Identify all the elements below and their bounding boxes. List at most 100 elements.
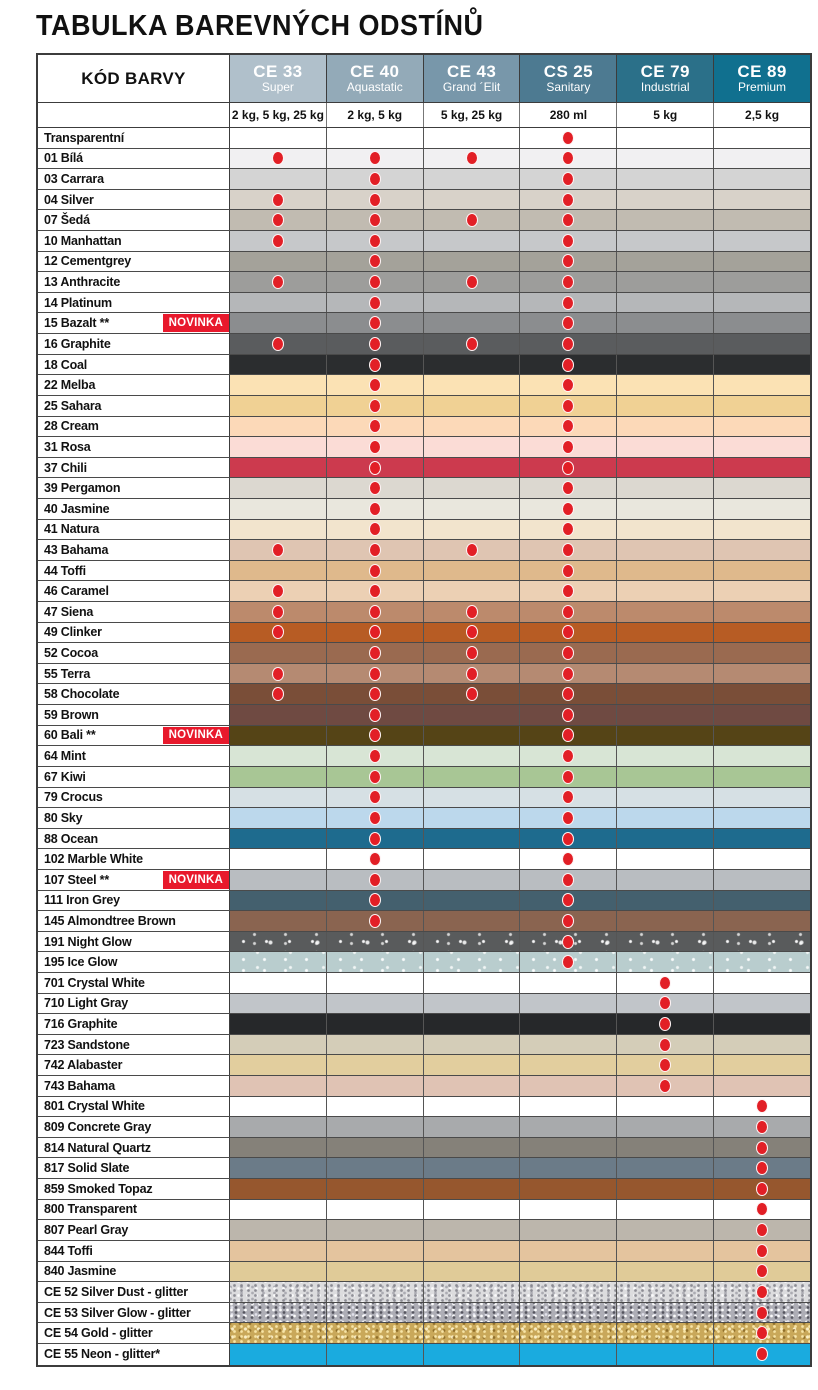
- swatch-cell-ce-40: [326, 1034, 424, 1055]
- swatch-cell-ce-40: [326, 1220, 424, 1240]
- availability-dot: [756, 1223, 769, 1238]
- table-row: 41 Natura: [38, 519, 810, 541]
- table-row: 31 Rosa: [38, 437, 810, 458]
- availability-dot: [562, 831, 575, 846]
- swatch-cell-ce-43: [423, 890, 521, 911]
- availability-dot: [271, 192, 284, 207]
- swatch-cell-ce-79: [617, 478, 715, 498]
- swatch-cell-ce-33: [230, 972, 327, 993]
- swatch-cell-ce-43: [423, 1179, 521, 1199]
- swatch-cell-ce-33: [230, 437, 327, 457]
- swatch-cell-ce-89: [714, 787, 810, 808]
- row-label-cell: 10 Manhattan: [38, 231, 230, 251]
- row-label-cell: 18 Coal: [38, 354, 230, 375]
- swatch-cell-ce-33: [230, 313, 327, 334]
- availability-dot: [368, 254, 381, 269]
- swatch-cell-ce-89: [714, 1302, 810, 1323]
- availability-dot: [465, 151, 478, 166]
- product-code: CE 89: [737, 61, 787, 81]
- swatch-cell-ce-33: [230, 375, 327, 395]
- color-name-label: CE 55 Neon - glitter*: [44, 1347, 160, 1362]
- color-name-label: 111 Iron Grey: [44, 893, 120, 908]
- swatch-cell-ce-89: [714, 1076, 810, 1096]
- table-row: 59 Brown: [38, 705, 810, 726]
- swatch-cell-ce-33: [230, 952, 327, 972]
- swatch-cell-ce-33: [230, 231, 327, 251]
- swatch-cell-ce-33: [230, 416, 327, 437]
- color-name-label: 16 Graphite: [44, 336, 111, 351]
- table-row: 742 Alabaster: [38, 1055, 810, 1077]
- availability-dot: [368, 687, 381, 702]
- row-label-cell: 01 Bílá: [38, 148, 230, 169]
- swatch-cell-cs-25: [520, 375, 618, 395]
- row-label-cell: 710 Light Gray: [38, 993, 230, 1014]
- availability-dot: [562, 357, 575, 372]
- color-name-label: 145 Almondtree Brown: [44, 913, 176, 928]
- row-label-cell: 37 Chili: [38, 457, 230, 478]
- swatch-cell-ce-89: [714, 911, 810, 931]
- swatch-cell-ce-43: [423, 1323, 521, 1343]
- swatch-cell-cs-25: [520, 231, 618, 251]
- color-name-label: 195 Ice Glow: [44, 955, 118, 970]
- swatch-cell-ce-40: [326, 1117, 424, 1137]
- color-name-label: 844 Toffi: [44, 1243, 93, 1258]
- row-label-cell: 15 Bazalt ** NOVINKA: [38, 313, 230, 334]
- swatch-cell-ce-79: [617, 251, 715, 272]
- availability-dot: [562, 707, 575, 722]
- availability-dot: [562, 852, 575, 867]
- swatch-cell-ce-43: [423, 334, 521, 354]
- row-label-cell: Transparentní: [38, 128, 230, 148]
- row-label-cell: 80 Sky: [38, 808, 230, 828]
- color-name-label: 807 Pearl Gray: [44, 1223, 129, 1238]
- swatch-cell-ce-89: [714, 292, 810, 313]
- color-name-label: 801 Crystal White: [44, 1099, 145, 1114]
- table-row: CE 53 Silver Glow - glitter: [38, 1302, 810, 1324]
- swatch-cell-ce-79: [617, 519, 715, 540]
- product-name: Sanitary: [546, 80, 591, 95]
- availability-dot: [562, 810, 575, 825]
- color-name-label: 67 Kiwi: [44, 769, 86, 784]
- swatch-cell-ce-43: [423, 787, 521, 808]
- swatch-cell-ce-40: [326, 354, 424, 375]
- product-name: Industrial: [640, 80, 690, 95]
- swatch-cell-ce-40: [326, 1137, 424, 1158]
- swatch-cell-cs-25: [520, 457, 618, 478]
- swatch-cell-ce-79: [617, 1323, 715, 1343]
- swatch-cell-ce-33: [230, 1323, 327, 1343]
- swatch-cell-cs-25: [520, 1343, 618, 1365]
- table-row: 58 Chocolate: [38, 684, 810, 706]
- swatch-cell-ce-33: [230, 911, 327, 931]
- swatch-cell-ce-89: [714, 519, 810, 540]
- swatch-cell-ce-79: [617, 313, 715, 334]
- swatch-cell-ce-40: [326, 334, 424, 354]
- swatch-cell-cs-25: [520, 1158, 618, 1179]
- color-name-label: 13 Anthracite: [44, 275, 121, 290]
- availability-dot: [756, 1181, 769, 1196]
- row-label-cell: 43 Bahama: [38, 540, 230, 560]
- table-row: 25 Sahara: [38, 395, 810, 417]
- swatch-cell-ce-43: [423, 498, 521, 519]
- swatch-cell-ce-79: [617, 375, 715, 395]
- swatch-cell-ce-89: [714, 148, 810, 169]
- swatch-cell-ce-79: [617, 1137, 715, 1158]
- color-name-label: 742 Alabaster: [44, 1058, 123, 1073]
- availability-dot: [271, 542, 284, 557]
- swatch-cell-ce-43: [423, 1261, 521, 1282]
- swatch-cell-ce-89: [714, 993, 810, 1014]
- availability-dot: [368, 378, 381, 393]
- swatch-cell-ce-89: [714, 766, 810, 787]
- color-name-label: 64 Mint: [44, 749, 86, 764]
- row-label-cell: 814 Natural Quartz: [38, 1137, 230, 1158]
- swatch-cell-ce-79: [617, 354, 715, 375]
- availability-dot: [562, 893, 575, 908]
- swatch-cell-ce-40: [326, 210, 424, 231]
- swatch-cell-ce-79: [617, 169, 715, 189]
- swatch-cell-ce-89: [714, 1179, 810, 1199]
- availability-dot: [368, 604, 381, 619]
- swatch-cell-ce-89: [714, 972, 810, 993]
- row-label-cell: 22 Melba: [38, 375, 230, 395]
- swatch-cell-ce-43: [423, 251, 521, 272]
- swatch-cell-ce-43: [423, 1158, 521, 1179]
- swatch-cell-ce-43: [423, 1302, 521, 1323]
- availability-dot: [368, 893, 381, 908]
